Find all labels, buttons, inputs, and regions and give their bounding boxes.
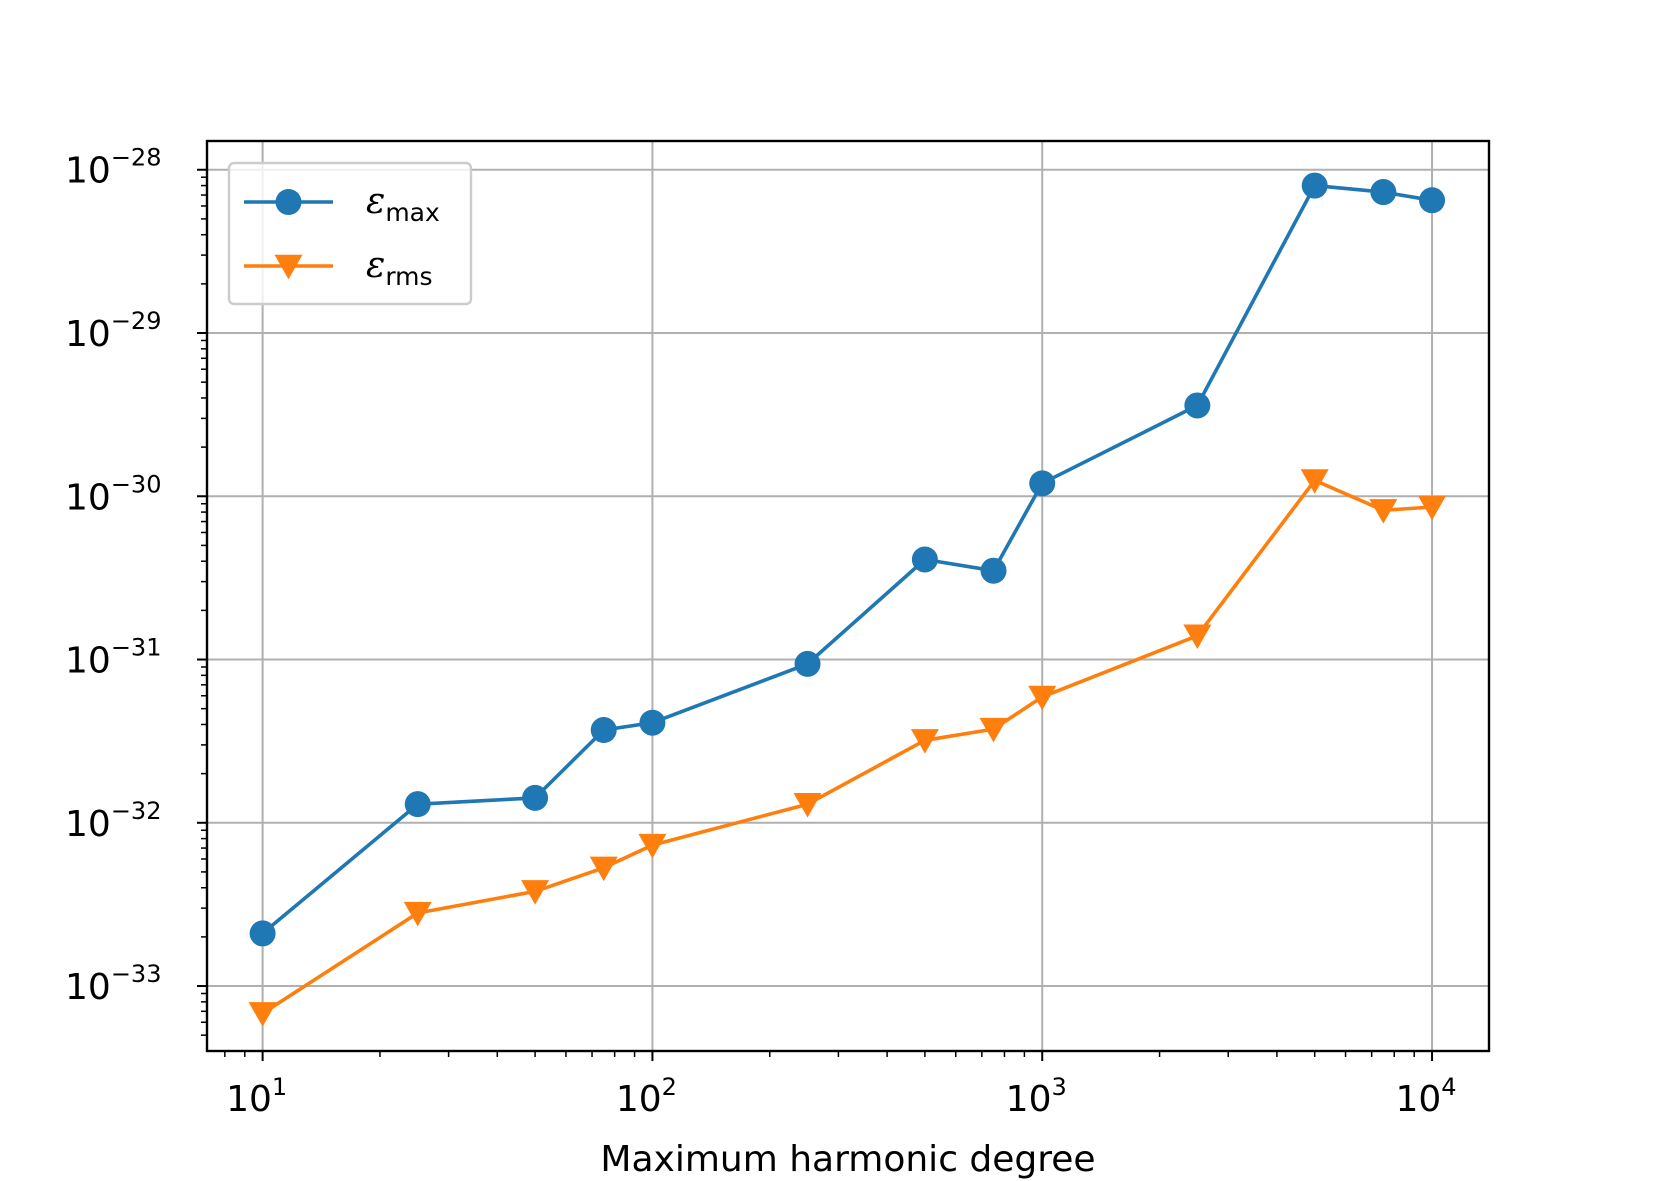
- data-point-rms: [1369, 499, 1398, 524]
- data-point-rms: [979, 717, 1008, 743]
- legend-marker-max: [275, 189, 302, 215]
- data-point-rms: [793, 792, 822, 818]
- data-point-max: [1301, 172, 1328, 199]
- data-point-max: [980, 557, 1007, 584]
- data-point-max: [1184, 392, 1211, 419]
- data-point-rms: [910, 729, 939, 754]
- x-axis-label: Maximum harmonic degree: [600, 1139, 1095, 1180]
- data-point-rms: [248, 1002, 277, 1027]
- data-point-max: [590, 717, 617, 744]
- series-rms: [248, 469, 1447, 1027]
- data-point-rms: [589, 856, 618, 882]
- data-point-max: [911, 546, 938, 573]
- data-point-max: [639, 709, 666, 736]
- series-max: [249, 172, 1446, 947]
- data-point-rms: [1028, 685, 1057, 711]
- x-tick-labels: 101 102 103 104: [226, 1073, 1457, 1120]
- data-point-rms: [1300, 469, 1329, 494]
- grid: [207, 141, 1489, 1051]
- data-point-max: [404, 791, 431, 818]
- legend-marker-rms: [274, 254, 303, 280]
- data-point-max: [249, 920, 276, 947]
- data-point-rms: [521, 880, 550, 905]
- plot-frame: [205, 139, 1491, 1053]
- data-point-rms: [1418, 495, 1447, 521]
- data-point-rms: [1183, 624, 1212, 649]
- major-ticks: [197, 168, 1434, 1061]
- legend-box: [227, 161, 473, 306]
- data-point-max: [794, 650, 821, 677]
- data-point-max: [1419, 187, 1446, 214]
- series-layer: [248, 172, 1447, 1027]
- data-point-rms: [638, 833, 667, 859]
- data-point-max: [522, 784, 549, 811]
- data-point-max: [1029, 470, 1056, 497]
- data-point-max: [1370, 179, 1397, 206]
- data-point-rms: [403, 901, 432, 927]
